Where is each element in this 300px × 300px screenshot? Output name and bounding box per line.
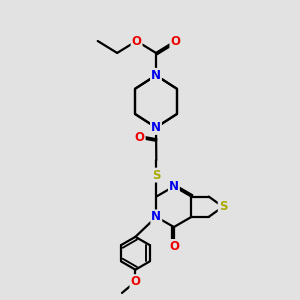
Text: O: O <box>170 34 180 47</box>
Text: O: O <box>132 34 142 47</box>
Text: O: O <box>169 240 179 253</box>
Text: N: N <box>169 180 179 193</box>
Text: N: N <box>151 210 161 224</box>
Text: S: S <box>152 169 160 182</box>
Text: S: S <box>219 200 227 213</box>
Text: N: N <box>151 69 161 82</box>
Text: N: N <box>151 121 161 134</box>
Text: O: O <box>135 131 145 144</box>
Text: O: O <box>130 275 140 288</box>
